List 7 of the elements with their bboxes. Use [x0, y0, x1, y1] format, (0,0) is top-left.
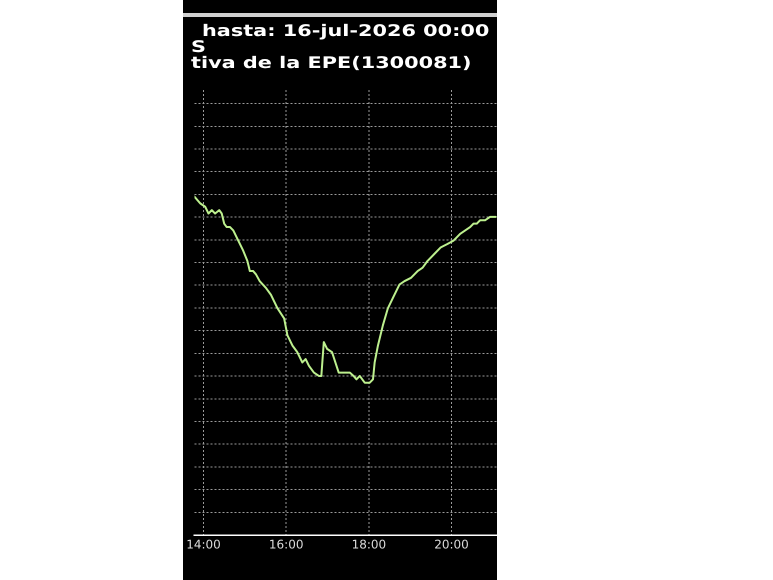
x-tick-label: 18:00	[352, 537, 386, 552]
x-tick-label: 20:00	[434, 537, 469, 552]
chart-title: hasta: 16-jul-2026 00:00	[202, 20, 490, 40]
text: tiva de la EPE(1300081)	[191, 53, 472, 72]
x-tick-label: 16:00	[268, 537, 304, 552]
x-tick-label: 14:00	[186, 537, 221, 552]
chart-subtitle: S	[191, 36, 206, 56]
